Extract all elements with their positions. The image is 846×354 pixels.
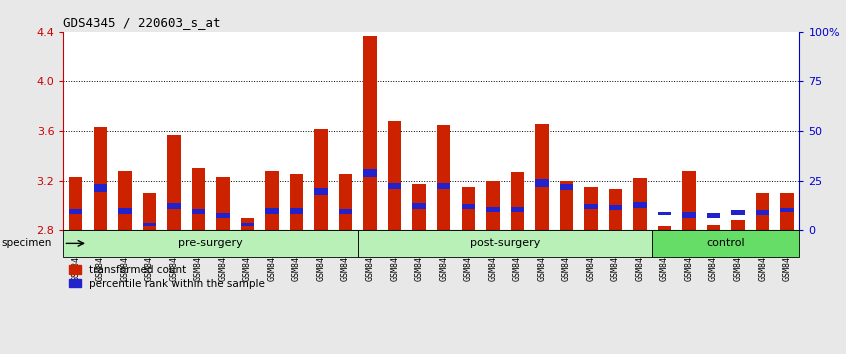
Bar — [69, 209, 82, 214]
Bar — [388, 121, 401, 230]
Bar — [290, 175, 303, 230]
Bar — [756, 210, 769, 215]
Bar — [486, 181, 499, 230]
Bar — [94, 127, 107, 230]
Bar — [683, 171, 695, 230]
Bar — [118, 208, 131, 214]
Text: specimen: specimen — [2, 238, 52, 249]
Bar — [683, 212, 695, 218]
Bar — [290, 208, 303, 214]
Bar — [634, 202, 646, 208]
Bar — [658, 227, 671, 230]
Bar — [388, 183, 401, 189]
Bar — [585, 204, 597, 209]
Bar — [217, 177, 229, 230]
Bar — [69, 177, 82, 230]
Bar — [585, 187, 597, 230]
Bar — [94, 184, 107, 192]
Bar — [358, 230, 652, 257]
Text: control: control — [706, 238, 745, 249]
Bar — [364, 36, 376, 230]
Bar — [609, 205, 622, 210]
Bar — [658, 212, 671, 215]
Bar — [609, 189, 622, 230]
Bar — [560, 184, 573, 190]
Bar — [413, 203, 426, 209]
Bar — [266, 171, 278, 230]
Bar — [511, 172, 524, 230]
Bar — [143, 223, 156, 227]
Bar — [339, 175, 352, 230]
Bar — [781, 208, 794, 211]
Bar — [241, 223, 254, 227]
Bar — [143, 193, 156, 230]
Bar — [364, 170, 376, 177]
Text: post-surgery: post-surgery — [470, 238, 541, 249]
Bar — [168, 203, 180, 209]
Bar — [241, 218, 254, 230]
Bar — [437, 125, 450, 230]
Bar — [732, 210, 744, 215]
Bar — [168, 135, 180, 230]
Bar — [217, 213, 229, 218]
Bar — [707, 225, 720, 230]
Bar — [437, 183, 450, 189]
Bar — [511, 206, 524, 211]
Legend: transformed count, percentile rank within the sample: transformed count, percentile rank withi… — [69, 266, 266, 289]
Bar — [192, 168, 205, 230]
Bar — [266, 208, 278, 214]
Bar — [63, 230, 358, 257]
Bar — [118, 171, 131, 230]
Bar — [462, 187, 475, 230]
Bar — [536, 124, 548, 230]
Bar — [315, 129, 327, 230]
Bar — [462, 204, 475, 209]
Bar — [652, 230, 799, 257]
Text: pre-surgery: pre-surgery — [179, 238, 243, 249]
Text: GDS4345 / 220603_s_at: GDS4345 / 220603_s_at — [63, 16, 221, 29]
Bar — [560, 181, 573, 230]
Bar — [413, 184, 426, 230]
Bar — [634, 178, 646, 230]
Bar — [486, 206, 499, 211]
Bar — [781, 193, 794, 230]
Bar — [732, 220, 744, 230]
Bar — [707, 213, 720, 218]
Bar — [315, 188, 327, 195]
Bar — [339, 209, 352, 214]
Bar — [192, 209, 205, 214]
Bar — [756, 193, 769, 230]
Bar — [536, 179, 548, 187]
